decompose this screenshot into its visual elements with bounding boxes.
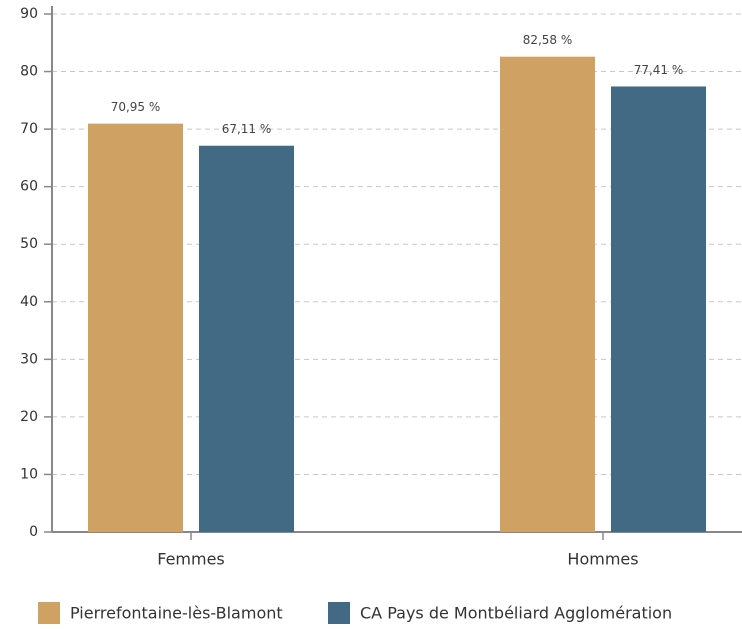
value-label: 70,95 %	[111, 100, 161, 114]
bar	[611, 86, 706, 532]
y-tick-label: 90	[20, 6, 38, 22]
value-label: 77,41 %	[634, 63, 684, 77]
legend-swatch	[38, 602, 60, 624]
y-tick-label: 60	[20, 179, 38, 195]
bar	[500, 56, 595, 532]
legend-label: CA Pays de Montbéliard Agglomération	[360, 604, 672, 623]
y-tick-label: 80	[20, 64, 38, 80]
bar	[88, 123, 183, 532]
y-tick-label: 70	[20, 121, 38, 137]
legend-swatch	[328, 602, 350, 624]
y-tick-label: 0	[29, 524, 38, 540]
value-label: 82,58 %	[523, 33, 573, 47]
legend-label: Pierrefontaine-lès-Blamont	[70, 604, 283, 623]
value-label: 67,11 %	[222, 122, 272, 136]
bar	[199, 145, 294, 532]
y-tick-label: 10	[20, 466, 38, 482]
y-tick-label: 20	[20, 409, 38, 425]
y-tick-label: 50	[20, 236, 38, 252]
x-tick-label: Femmes	[157, 550, 225, 569]
y-tick-label: 40	[20, 294, 38, 310]
y-tick-label: 30	[20, 351, 38, 367]
x-tick-label: Hommes	[567, 550, 638, 569]
